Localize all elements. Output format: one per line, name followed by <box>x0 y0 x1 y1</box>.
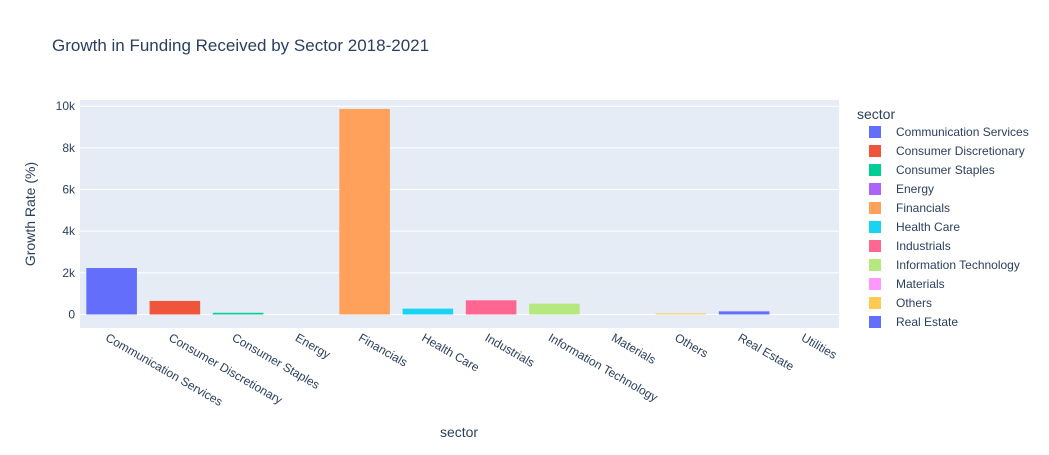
y-tick-label: 8k <box>62 141 76 155</box>
y-tick-label: 0 <box>68 307 75 321</box>
bar-communication-services[interactable] <box>86 268 137 315</box>
y-tick-label: 6k <box>62 183 76 197</box>
x-tick-label: Consumer Discretionary <box>166 330 284 406</box>
x-tick-label: Communication Services <box>103 330 225 408</box>
legend-swatch <box>869 278 881 290</box>
legend-item[interactable]: Industrials <box>869 239 951 253</box>
legend: sector Communication Services Consumer Di… <box>857 106 1029 329</box>
legend-label: Real Estate <box>896 315 958 329</box>
x-axis-title: sector <box>440 424 478 440</box>
legend-item[interactable]: Information Technology <box>869 258 1020 272</box>
legend-label: Industrials <box>896 239 951 253</box>
y-axis-ticks: 0 2k 4k 6k 8k 10k <box>56 99 76 321</box>
legend-item[interactable]: Consumer Staples <box>869 163 995 177</box>
legend-label: Health Care <box>896 220 960 234</box>
legend-title: sector <box>857 106 895 122</box>
bar-consumer-discretionary[interactable] <box>149 300 201 315</box>
y-tick-label: 2k <box>62 266 76 280</box>
legend-swatch <box>869 297 881 309</box>
x-tick-label: Financials <box>356 330 410 369</box>
legend-label: Others <box>896 296 932 310</box>
legend-swatch <box>869 164 881 176</box>
legend-swatch <box>869 126 881 138</box>
bar-information-technology[interactable] <box>529 303 580 315</box>
bars <box>86 108 770 315</box>
legend-label: Materials <box>896 277 945 291</box>
legend-label: Information Technology <box>896 258 1020 272</box>
legend-item[interactable]: Others <box>869 296 932 310</box>
x-tick-label: Energy <box>293 330 333 361</box>
y-axis-title: Growth Rate (%) <box>22 162 38 266</box>
x-tick-label: Real Estate <box>736 330 797 373</box>
chart-title: Growth in Funding Received by Sector 201… <box>52 36 429 55</box>
legend-swatch <box>869 240 881 252</box>
legend-swatch <box>869 145 881 157</box>
x-tick-label: Utilities <box>799 330 839 361</box>
bar-financials[interactable] <box>339 108 390 315</box>
legend-item[interactable]: Real Estate <box>869 315 958 329</box>
legend-swatch <box>869 259 881 271</box>
x-tick-label: Health Care <box>419 330 482 374</box>
legend-swatch <box>869 316 881 328</box>
legend-label: Financials <box>896 201 950 215</box>
x-tick-label: Information Technology <box>546 330 660 404</box>
gridlines <box>80 105 839 315</box>
legend-item[interactable]: Health Care <box>869 220 960 234</box>
x-tick-label: Industrials <box>483 330 537 369</box>
bar-real-estate[interactable] <box>718 311 770 315</box>
plot-area <box>80 100 839 328</box>
legend-item[interactable]: Energy <box>869 182 934 196</box>
legend-swatch <box>869 183 881 195</box>
legend-swatch <box>869 221 881 233</box>
legend-label: Consumer Discretionary <box>896 144 1025 158</box>
legend-swatch <box>869 202 881 214</box>
legend-item[interactable]: Financials <box>869 201 950 215</box>
legend-item[interactable]: Consumer Discretionary <box>869 144 1025 158</box>
x-tick-label: Materials <box>609 330 658 366</box>
y-tick-label: 4k <box>62 224 76 238</box>
legend-label: Energy <box>896 182 934 196</box>
bar-consumer-staples[interactable] <box>212 312 264 315</box>
bar-industrials[interactable] <box>465 300 517 315</box>
bar-others[interactable] <box>655 313 707 315</box>
legend-item[interactable]: Materials <box>869 277 945 291</box>
legend-item[interactable]: Communication Services <box>869 125 1029 139</box>
legend-label: Communication Services <box>896 125 1029 139</box>
x-tick-label: Others <box>672 330 710 360</box>
bar-health-care[interactable] <box>402 308 454 315</box>
legend-label: Consumer Staples <box>896 163 995 177</box>
y-tick-label: 10k <box>56 99 76 113</box>
